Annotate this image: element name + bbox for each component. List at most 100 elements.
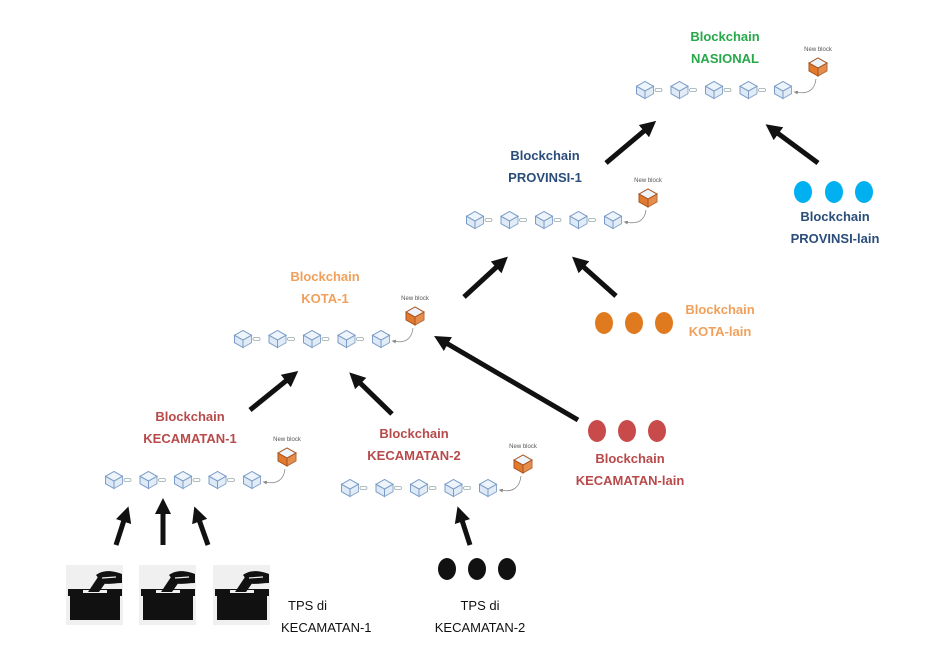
blockchain-nasional: New block [635,47,833,100]
block-cube-icon [336,329,357,349]
chain-link-icon [463,486,471,490]
chain-link-icon [484,218,493,222]
label-provinsi-lain: Blockchain PROVINSI-lain [770,206,900,250]
kota-lain-dot [595,312,613,334]
provinsi-lain-dot [855,181,873,203]
label-nasional: Blockchain NASIONAL [670,26,780,70]
arrow-kec2-to-kota1 [349,372,394,416]
label-tps-kec2-line1: TPS di [460,598,500,613]
kota-lain-dot [625,312,643,334]
label-kecamatan2: Blockchain KECAMATAN-2 [354,423,474,467]
chain-link-icon [723,88,732,92]
block-cube-icon [173,470,193,490]
label-tps-kec2-line2: KECAMATAN-2 [434,620,526,635]
new-block-cube-icon [276,447,298,467]
block-cube-icon [704,80,724,100]
ballot-box-icon [213,565,270,625]
chain-link-icon [394,486,402,490]
chain-link-icon [654,88,663,92]
chain-link-icon [359,486,368,490]
new-block-label: New block [273,437,302,443]
ballot-boxes-layer [66,565,270,625]
block-cube-icon [465,210,485,230]
provinsi-lain-dot [825,181,843,203]
chain-link-icon [428,486,437,490]
label-tps-kec1: TPS di KECAMATAN-1 [281,595,372,639]
label-kecamatan-lain: Blockchain KECAMATAN-lain [560,448,700,492]
block-cube-icon [635,80,655,100]
block-cube-icon [242,470,262,490]
block-cube-icon [138,470,159,490]
block-cube-icon [568,210,589,230]
chain-link-icon [252,337,261,341]
kecamatan-lain-dot [588,420,606,442]
block-cube-icon [443,478,464,498]
tps-kec2-dot [468,558,486,580]
kecamatan-lain-dot [648,420,666,442]
arrow-provlain-to-nasional [765,124,820,166]
arrows-layer [113,120,820,546]
label-provinsi1: Blockchain PROVINSI-1 [490,145,600,189]
ballot-box-icon [139,565,196,625]
label-kota1: Blockchain KOTA-1 [270,266,380,310]
label-kota1-line1: Blockchain [290,269,360,284]
label-kecamatan1-line2: KECAMATAN-1 [143,431,237,446]
chain-link-icon [192,478,201,482]
label-provinsi1-line1: Blockchain [510,148,580,163]
chain-link-icon [123,478,132,482]
blockchains-layer: New block New block New block New block New … [104,47,833,498]
new-block-cube-icon [404,306,426,326]
block-cube-icon [340,478,360,498]
arrow-kota1-to-prov1 [462,256,508,299]
new-block-label: New block [401,296,430,302]
chain-link-icon [689,88,697,92]
arrow-kotalain-to-prov1 [572,256,618,298]
new-block-link-arrow [391,327,414,344]
label-kota-lain-line1: Blockchain [685,302,755,317]
label-kecamatan1: Blockchain KECAMATAN-1 [130,406,250,450]
arrow-prov1-to-nasional [604,120,657,165]
block-cube-icon [104,470,124,490]
block-cube-icon [267,329,288,349]
blockchain-kecamatan1: New block [104,437,302,490]
block-cube-icon [773,80,793,100]
blockchain-provinsi1: New block [465,178,663,230]
chain-link-icon [321,337,330,341]
new-block-link-arrow [498,475,522,493]
provinsi-lain-dot [794,181,812,203]
blockchain-kecamatan2: New block [340,444,538,498]
label-kecamatan-lain-line1: Blockchain [595,451,665,466]
blockchain-kota1: New block [233,296,430,349]
kecamatan-lain-dot [618,420,636,442]
arrow-keclain-to-kota1 [434,335,580,423]
new-block-label: New block [509,444,538,450]
arrow-kec1-to-kota1 [248,370,299,412]
chain-link-icon [588,218,596,222]
new-block-cube-icon [807,57,829,77]
label-kecamatan2-line1: Blockchain [379,426,449,441]
arrow-tps1c [192,506,211,546]
block-cube-icon [409,478,429,498]
label-tps-kec1-line1: TPS di [288,598,328,613]
block-cube-icon [534,210,554,230]
tps-kec2-dot [438,558,456,580]
label-kecamatan2-line2: KECAMATAN-2 [367,448,461,463]
new-block-label: New block [634,178,663,184]
arrow-tps1a [113,506,132,546]
kota-lain-dot [655,312,673,334]
label-tps-kec2: TPS di KECAMATAN-2 [425,595,535,639]
label-provinsi1-line2: PROVINSI-1 [508,170,582,185]
new-block-link-arrow [262,468,286,485]
label-kota-lain: Blockchain KOTA-lain [665,299,775,343]
chain-link-icon [758,88,766,92]
label-nasional-line2: NASIONAL [691,51,759,66]
label-nasional-line1: Blockchain [690,29,760,44]
label-tps-kec1-line2: KECAMATAN-1 [281,620,372,635]
block-cube-icon [499,210,520,230]
chain-link-icon [158,478,166,482]
block-cube-icon [738,80,759,100]
block-cube-icon [669,80,690,100]
arrow-tps2 [454,506,473,546]
chain-link-icon [356,337,364,341]
new-block-cube-icon [512,454,534,474]
